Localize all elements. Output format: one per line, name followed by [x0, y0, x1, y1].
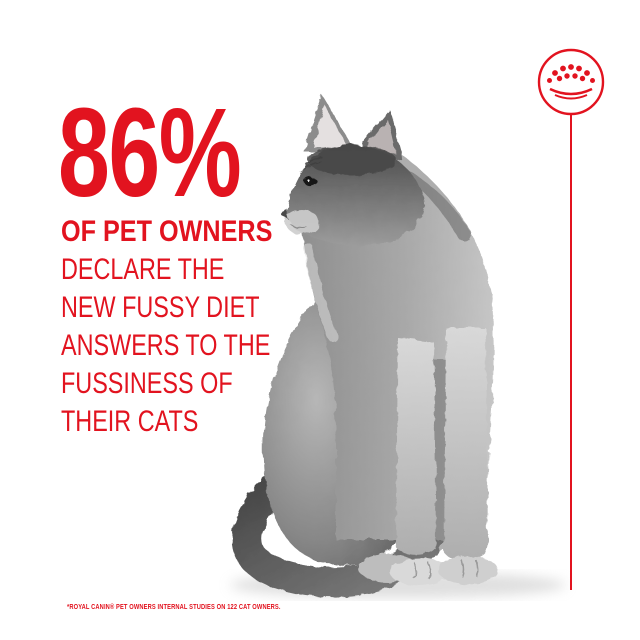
cat-paw-front-right — [438, 556, 498, 584]
cat-haunch — [263, 298, 404, 566]
cat-eye-glint — [306, 178, 310, 182]
headline-line-4: FUSSINESS OF — [61, 367, 233, 400]
headline-light: DECLARE THE NEW FUSSY DIET ANSWERS TO TH… — [61, 251, 270, 441]
cat-mouth — [288, 222, 308, 228]
cat-back-shading — [387, 151, 471, 241]
cat-tail — [231, 463, 447, 598]
stat-value: 86% — [58, 82, 242, 223]
headline-line-5: THEIR CATS — [61, 405, 199, 438]
footnote: *ROYAL CANIN® PET OWNERS INTERNAL STUDIE… — [67, 604, 281, 611]
cat-front-leg-right — [444, 328, 488, 561]
cat-nose — [281, 208, 289, 220]
cat-toes — [413, 559, 479, 580]
cat-eye — [304, 176, 316, 186]
headline-line-3: ANSWERS TO THE — [61, 329, 271, 362]
cat-front-leg-left — [396, 338, 436, 555]
cat-ear-right — [356, 110, 404, 162]
headline-bold: OF PET OWNERS — [61, 215, 273, 248]
cat-paw-back — [358, 554, 418, 582]
cat-ear-right-inner — [366, 120, 396, 154]
cat-leg-gap-shading — [432, 360, 446, 550]
cat-head-shape — [286, 144, 425, 246]
cat-paw-front-left — [390, 558, 450, 586]
headline-line-2: NEW FUSSY DIET — [61, 291, 260, 324]
cat-chest-highlight — [303, 243, 337, 341]
cat-shadow — [230, 572, 566, 598]
cat-crown-shading — [308, 145, 396, 175]
cat-figure — [231, 95, 498, 598]
cat-head — [281, 95, 425, 246]
cat-muzzle — [285, 210, 319, 234]
crown-base-arc — [549, 87, 593, 96]
brand-vertical-line — [570, 114, 572, 590]
crown-dots — [547, 64, 595, 83]
crown-base-arc-lower — [554, 94, 588, 100]
cat-torso — [302, 156, 494, 540]
cat-brow-stripes — [299, 156, 323, 173]
cat-ear-left-inner — [314, 104, 348, 148]
headline-line-1: DECLARE THE — [61, 253, 225, 286]
cat-ear-left — [304, 95, 356, 152]
royal-canin-crown-icon — [537, 48, 605, 116]
